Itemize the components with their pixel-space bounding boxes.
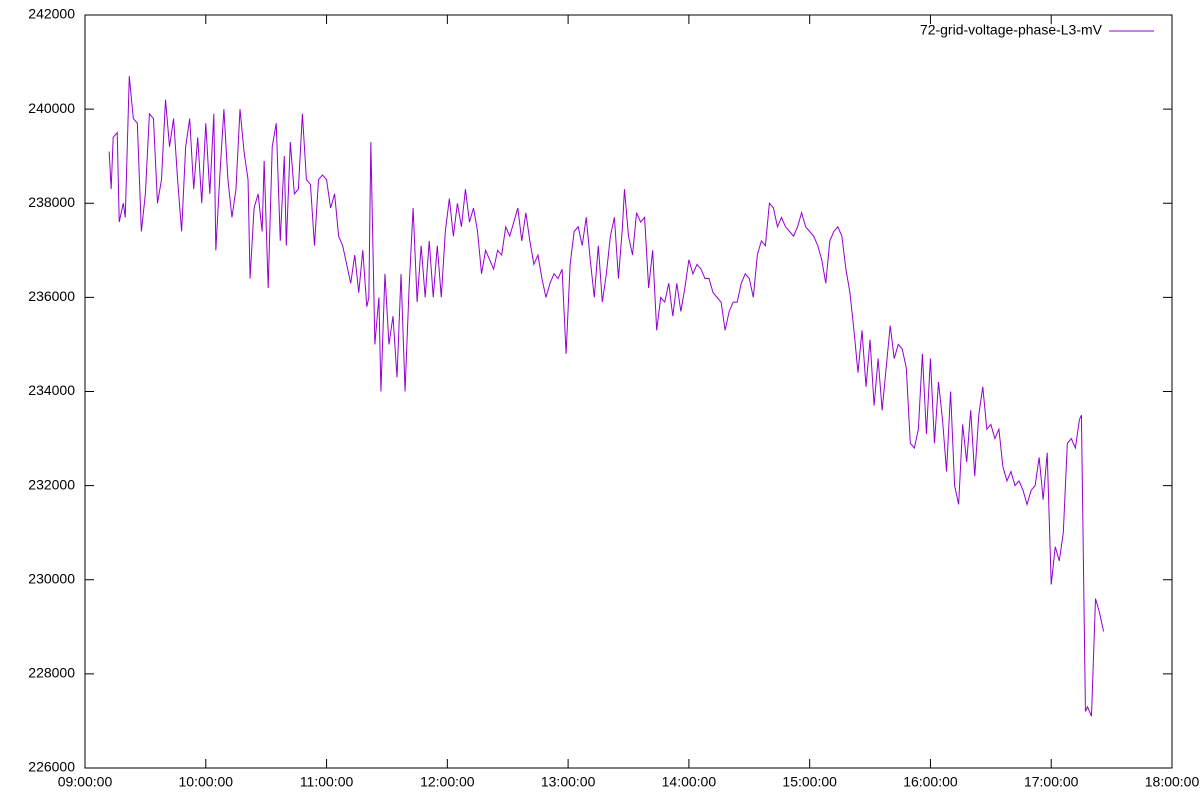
x-tick-label: 15:00:00 bbox=[782, 774, 837, 790]
x-tick-label: 14:00:00 bbox=[662, 774, 717, 790]
x-tick-label: 11:00:00 bbox=[300, 774, 354, 790]
x-tick-label: 09:00:00 bbox=[58, 774, 113, 790]
x-tick-label: 17:00:00 bbox=[1024, 774, 1079, 790]
y-tick-label: 242000 bbox=[28, 6, 75, 22]
y-tick-label: 238000 bbox=[28, 194, 75, 210]
x-tick-label: 10:00:00 bbox=[179, 774, 234, 790]
y-tick-label: 240000 bbox=[28, 100, 75, 116]
plot-border bbox=[84, 14, 1173, 769]
x-tick-label: 18:00:00 bbox=[1145, 774, 1200, 790]
y-tick-label: 228000 bbox=[28, 665, 75, 681]
y-tick-label: 236000 bbox=[28, 288, 75, 304]
y-tick-label: 226000 bbox=[28, 759, 75, 775]
legend-label: 72-grid-voltage-phase-L3-mV bbox=[920, 22, 1103, 38]
y-tick-label: 230000 bbox=[28, 570, 75, 586]
data-line bbox=[108, 76, 1105, 717]
x-tick-label: 16:00:00 bbox=[903, 774, 958, 790]
y-tick-label: 232000 bbox=[28, 476, 75, 492]
y-tick-label: 234000 bbox=[28, 382, 75, 398]
x-tick-label: 12:00:00 bbox=[420, 774, 475, 790]
x-tick-label: 13:00:00 bbox=[541, 774, 596, 790]
